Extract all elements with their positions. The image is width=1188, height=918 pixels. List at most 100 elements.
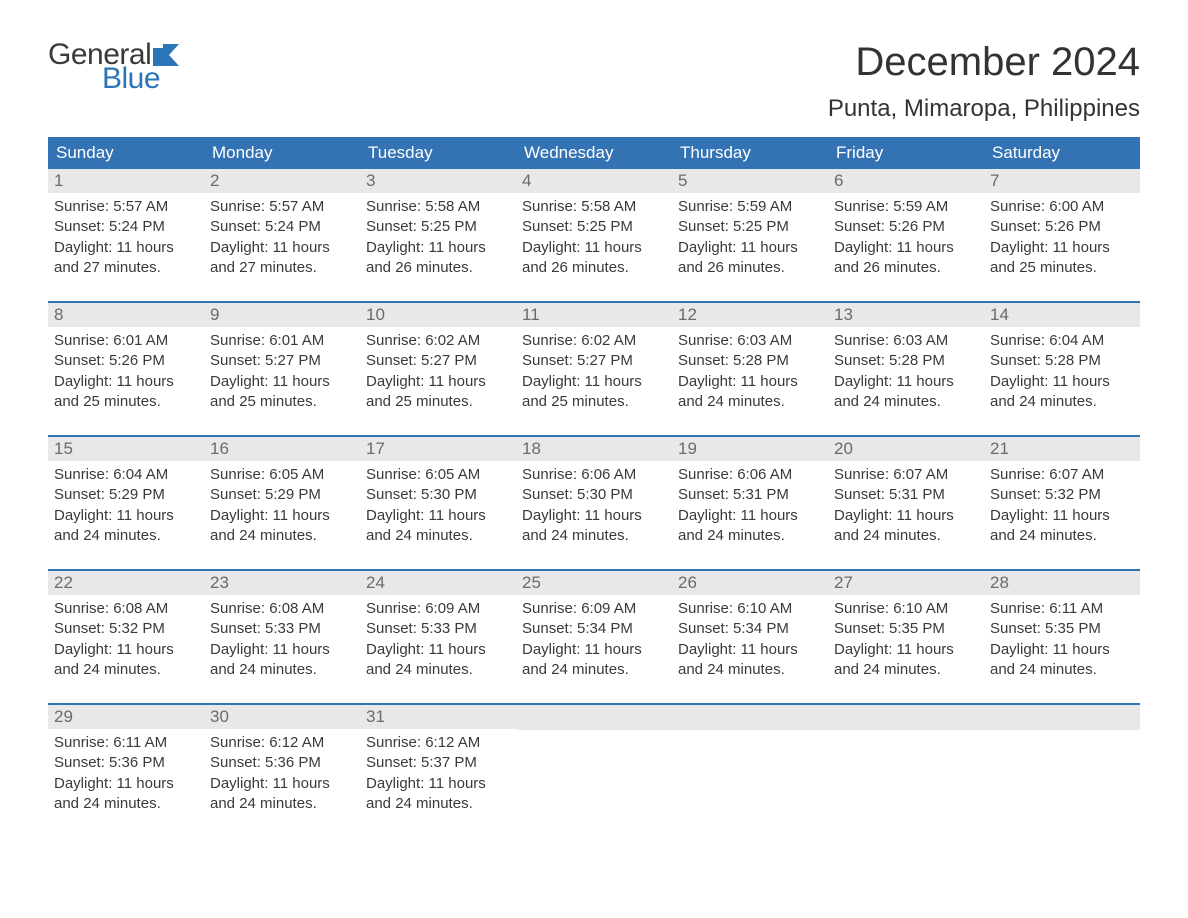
day-content: Sunrise: 5:59 AMSunset: 5:26 PMDaylight:… xyxy=(828,193,984,288)
day-number: 27 xyxy=(828,571,984,595)
day-number: 21 xyxy=(984,437,1140,461)
daylight-line: Daylight: 11 hours and 26 minutes. xyxy=(834,238,978,279)
sunset-line: Sunset: 5:28 PM xyxy=(990,351,1134,371)
sunrise-line: Sunrise: 5:59 AM xyxy=(834,197,978,217)
calendar-day: 15Sunrise: 6:04 AMSunset: 5:29 PMDayligh… xyxy=(48,437,204,565)
sunset-line: Sunset: 5:31 PM xyxy=(834,485,978,505)
day-number: 24 xyxy=(360,571,516,595)
sunrise-line: Sunrise: 6:06 AM xyxy=(678,465,822,485)
sunrise-line: Sunrise: 6:08 AM xyxy=(210,599,354,619)
sunrise-line: Sunrise: 6:00 AM xyxy=(990,197,1134,217)
weekday-label: Saturday xyxy=(984,137,1140,169)
calendar-day: 14Sunrise: 6:04 AMSunset: 5:28 PMDayligh… xyxy=(984,303,1140,431)
day-number: 29 xyxy=(48,705,204,729)
sunrise-line: Sunrise: 6:07 AM xyxy=(834,465,978,485)
weekday-label: Thursday xyxy=(672,137,828,169)
day-number: 9 xyxy=(204,303,360,327)
day-content: Sunrise: 6:04 AMSunset: 5:29 PMDaylight:… xyxy=(48,461,204,556)
day-content xyxy=(516,730,672,820)
day-content xyxy=(984,730,1140,820)
day-content: Sunrise: 6:00 AMSunset: 5:26 PMDaylight:… xyxy=(984,193,1140,288)
location: Punta, Mimaropa, Philippines xyxy=(828,95,1140,123)
day-content: Sunrise: 6:10 AMSunset: 5:35 PMDaylight:… xyxy=(828,595,984,690)
sunrise-line: Sunrise: 6:11 AM xyxy=(54,733,198,753)
daylight-line: Daylight: 11 hours and 24 minutes. xyxy=(678,372,822,413)
day-number xyxy=(828,705,984,730)
calendar-week: 29Sunrise: 6:11 AMSunset: 5:36 PMDayligh… xyxy=(48,703,1140,833)
sunrise-line: Sunrise: 6:05 AM xyxy=(210,465,354,485)
calendar-day: 24Sunrise: 6:09 AMSunset: 5:33 PMDayligh… xyxy=(360,571,516,699)
day-number: 20 xyxy=(828,437,984,461)
daylight-line: Daylight: 11 hours and 25 minutes. xyxy=(366,372,510,413)
day-content: Sunrise: 6:12 AMSunset: 5:36 PMDaylight:… xyxy=(204,729,360,824)
calendar-day: 20Sunrise: 6:07 AMSunset: 5:31 PMDayligh… xyxy=(828,437,984,565)
day-content: Sunrise: 6:09 AMSunset: 5:33 PMDaylight:… xyxy=(360,595,516,690)
sunset-line: Sunset: 5:26 PM xyxy=(834,217,978,237)
daylight-line: Daylight: 11 hours and 26 minutes. xyxy=(678,238,822,279)
sunrise-line: Sunrise: 6:12 AM xyxy=(210,733,354,753)
daylight-line: Daylight: 11 hours and 24 minutes. xyxy=(210,640,354,681)
calendar-day: 4Sunrise: 5:58 AMSunset: 5:25 PMDaylight… xyxy=(516,169,672,297)
daylight-line: Daylight: 11 hours and 24 minutes. xyxy=(54,774,198,815)
day-content: Sunrise: 5:57 AMSunset: 5:24 PMDaylight:… xyxy=(204,193,360,288)
calendar-day xyxy=(672,705,828,833)
day-number: 26 xyxy=(672,571,828,595)
calendar-day: 26Sunrise: 6:10 AMSunset: 5:34 PMDayligh… xyxy=(672,571,828,699)
day-number: 17 xyxy=(360,437,516,461)
daylight-line: Daylight: 11 hours and 24 minutes. xyxy=(522,640,666,681)
weeks-container: 1Sunrise: 5:57 AMSunset: 5:24 PMDaylight… xyxy=(48,169,1140,833)
sunset-line: Sunset: 5:27 PM xyxy=(210,351,354,371)
day-content: Sunrise: 5:58 AMSunset: 5:25 PMDaylight:… xyxy=(360,193,516,288)
daylight-line: Daylight: 11 hours and 26 minutes. xyxy=(366,238,510,279)
day-number: 15 xyxy=(48,437,204,461)
calendar-day: 16Sunrise: 6:05 AMSunset: 5:29 PMDayligh… xyxy=(204,437,360,565)
day-number: 6 xyxy=(828,169,984,193)
sunset-line: Sunset: 5:25 PM xyxy=(522,217,666,237)
sunset-line: Sunset: 5:28 PM xyxy=(834,351,978,371)
day-number: 16 xyxy=(204,437,360,461)
daylight-line: Daylight: 11 hours and 26 minutes. xyxy=(522,238,666,279)
calendar-day xyxy=(516,705,672,833)
sunrise-line: Sunrise: 6:09 AM xyxy=(366,599,510,619)
calendar-day: 6Sunrise: 5:59 AMSunset: 5:26 PMDaylight… xyxy=(828,169,984,297)
sunset-line: Sunset: 5:36 PM xyxy=(210,753,354,773)
sunset-line: Sunset: 5:32 PM xyxy=(54,619,198,639)
daylight-line: Daylight: 11 hours and 24 minutes. xyxy=(678,506,822,547)
weekday-label: Sunday xyxy=(48,137,204,169)
sunrise-line: Sunrise: 6:10 AM xyxy=(834,599,978,619)
daylight-line: Daylight: 11 hours and 24 minutes. xyxy=(834,372,978,413)
day-content: Sunrise: 6:12 AMSunset: 5:37 PMDaylight:… xyxy=(360,729,516,824)
day-content: Sunrise: 5:57 AMSunset: 5:24 PMDaylight:… xyxy=(48,193,204,288)
daylight-line: Daylight: 11 hours and 24 minutes. xyxy=(990,506,1134,547)
weekday-label: Friday xyxy=(828,137,984,169)
sunrise-line: Sunrise: 6:03 AM xyxy=(678,331,822,351)
day-content: Sunrise: 6:02 AMSunset: 5:27 PMDaylight:… xyxy=(516,327,672,422)
page-title: December 2024 xyxy=(828,40,1140,85)
sunrise-line: Sunrise: 6:01 AM xyxy=(54,331,198,351)
sunrise-line: Sunrise: 6:09 AM xyxy=(522,599,666,619)
daylight-line: Daylight: 11 hours and 24 minutes. xyxy=(54,640,198,681)
sunset-line: Sunset: 5:30 PM xyxy=(522,485,666,505)
sunset-line: Sunset: 5:25 PM xyxy=(366,217,510,237)
sunset-line: Sunset: 5:28 PM xyxy=(678,351,822,371)
calendar-day: 13Sunrise: 6:03 AMSunset: 5:28 PMDayligh… xyxy=(828,303,984,431)
calendar-day xyxy=(984,705,1140,833)
sunrise-line: Sunrise: 6:11 AM xyxy=(990,599,1134,619)
calendar-day: 19Sunrise: 6:06 AMSunset: 5:31 PMDayligh… xyxy=(672,437,828,565)
sunset-line: Sunset: 5:32 PM xyxy=(990,485,1134,505)
day-number: 18 xyxy=(516,437,672,461)
daylight-line: Daylight: 11 hours and 24 minutes. xyxy=(522,506,666,547)
sunset-line: Sunset: 5:26 PM xyxy=(990,217,1134,237)
sunrise-line: Sunrise: 5:58 AM xyxy=(366,197,510,217)
sunset-line: Sunset: 5:36 PM xyxy=(54,753,198,773)
sunrise-line: Sunrise: 6:12 AM xyxy=(366,733,510,753)
day-number: 23 xyxy=(204,571,360,595)
sunrise-line: Sunrise: 5:59 AM xyxy=(678,197,822,217)
daylight-line: Daylight: 11 hours and 25 minutes. xyxy=(990,238,1134,279)
day-content xyxy=(828,730,984,820)
calendar-day: 9Sunrise: 6:01 AMSunset: 5:27 PMDaylight… xyxy=(204,303,360,431)
sunset-line: Sunset: 5:34 PM xyxy=(678,619,822,639)
day-content: Sunrise: 6:05 AMSunset: 5:29 PMDaylight:… xyxy=(204,461,360,556)
day-number: 8 xyxy=(48,303,204,327)
sunset-line: Sunset: 5:29 PM xyxy=(54,485,198,505)
